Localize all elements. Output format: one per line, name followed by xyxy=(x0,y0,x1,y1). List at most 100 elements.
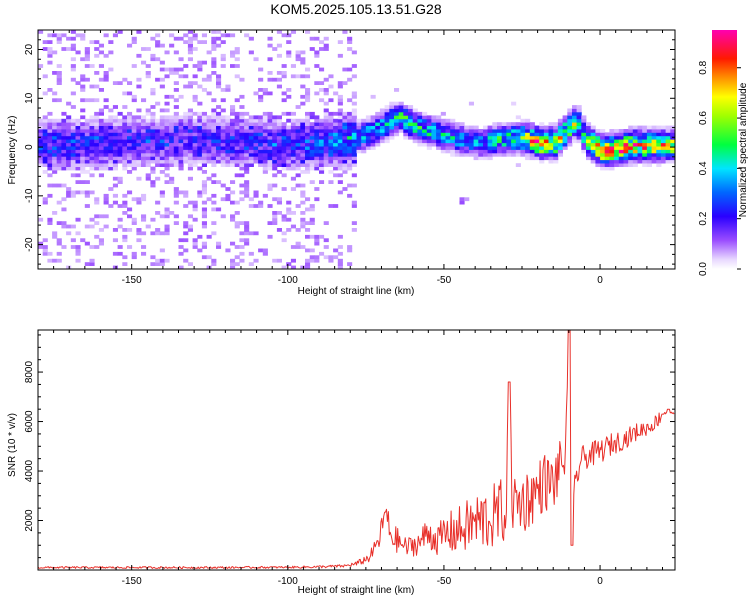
spectrogram-cell xyxy=(576,108,582,113)
spectrogram-cell xyxy=(445,122,451,126)
spectrogram-cell xyxy=(201,190,207,195)
spectrogram-cell xyxy=(572,125,578,130)
spectrogram-cell xyxy=(511,139,517,144)
spectrogram-cell xyxy=(590,152,596,157)
spectrogram-cell xyxy=(253,129,259,133)
spectrogram-cell xyxy=(525,152,531,157)
spectrogram-cell xyxy=(201,221,207,225)
spectrogram-cell xyxy=(417,111,423,116)
spectrogram-cell xyxy=(328,204,334,208)
spectrogram-cell xyxy=(515,132,521,137)
spectrogram-cell xyxy=(262,149,268,154)
spectrogram-cell xyxy=(225,163,231,167)
spectrogram-cell xyxy=(141,149,147,154)
spectrogram-cell xyxy=(164,146,170,150)
spectrogram-cell xyxy=(192,139,198,144)
spectrogram-cell xyxy=(543,156,549,161)
spectrogram-cell xyxy=(497,152,503,157)
spectrogram-cell xyxy=(197,234,203,239)
spectrogram-cell xyxy=(408,132,414,137)
spectrogram-cell xyxy=(159,146,165,150)
spectrogram-cell xyxy=(159,214,165,219)
spectrogram-cell xyxy=(187,36,193,41)
spectrogram-cell xyxy=(618,149,624,154)
spectrogram-cell xyxy=(112,33,118,38)
spectrogram-cell xyxy=(216,129,222,133)
spectrogram-cell xyxy=(155,142,161,147)
spectrogram-cell xyxy=(127,91,133,96)
spectrogram-cell xyxy=(487,129,493,133)
spectrogram-cell xyxy=(295,105,301,109)
spectrogram-cell xyxy=(239,163,245,167)
spectrogram-cell xyxy=(445,125,451,130)
spectrogram-cell xyxy=(225,146,231,150)
spectrogram-cell xyxy=(351,64,357,68)
spectrogram-cell xyxy=(319,251,325,256)
spectrogram-cell xyxy=(169,142,175,147)
spectrogram-cell xyxy=(206,156,212,161)
spectrogram-cell xyxy=(309,156,315,161)
spectrogram-cell xyxy=(539,125,545,130)
spectrogram-cell xyxy=(497,129,503,133)
spectrogram-cell xyxy=(600,142,606,147)
spectrogram-cell xyxy=(651,132,657,137)
spectrogram-cell xyxy=(290,30,296,34)
spectrogram-cell xyxy=(267,166,273,171)
spectrogram-cell xyxy=(464,149,470,154)
spectrogram-cell xyxy=(319,180,325,184)
spectrogram-cell xyxy=(295,245,301,249)
spectrogram-cell xyxy=(164,125,170,130)
spectrogram-cell xyxy=(244,149,250,154)
spectrogram-cell xyxy=(440,139,446,144)
spectrogram-cell xyxy=(328,180,334,184)
spectrogram-cell xyxy=(440,142,446,147)
spectrogram-cell xyxy=(412,125,418,130)
spectrogram-cell xyxy=(417,118,423,123)
spectrogram-cell xyxy=(300,211,306,215)
spectrogram-cell xyxy=(281,156,287,161)
spectrogram-cell xyxy=(604,156,610,161)
spectrogram-cell xyxy=(136,84,142,89)
spectrogram-cell xyxy=(548,146,554,150)
spectrogram-cell xyxy=(520,129,526,133)
spectrogram-cell xyxy=(379,125,385,130)
spectrogram-cell xyxy=(651,149,657,154)
spectrogram-cell xyxy=(201,146,207,150)
spectrogram-cell xyxy=(89,166,95,171)
spectrogram-cell xyxy=(323,125,329,130)
spectrogram-cell xyxy=(122,156,128,161)
spectrogram-cell xyxy=(628,125,634,130)
spectrogram-cell xyxy=(305,149,311,154)
spectrogram-cell xyxy=(511,152,517,157)
spectrogram-cell xyxy=(216,146,222,150)
spectrogram-cell xyxy=(155,228,161,232)
spectrogram-cell xyxy=(42,146,48,150)
spectrogram-cell xyxy=(108,129,114,133)
spectrogram-cell xyxy=(389,115,395,120)
spectrogram-cell xyxy=(529,132,535,137)
spectrogram-cell xyxy=(127,245,133,249)
spectrogram-cell xyxy=(211,152,217,157)
spectrogram-cell xyxy=(159,108,165,113)
spectrogram-cell xyxy=(572,132,578,137)
spectrogram-cell xyxy=(276,84,282,89)
spectrogram-cell xyxy=(183,132,189,137)
spectrogram-cell xyxy=(216,84,222,89)
spectrogram-cell xyxy=(220,183,226,188)
spectrogram-cell xyxy=(300,118,306,123)
spectrogram-cell xyxy=(98,108,104,113)
spectrogram-cell xyxy=(590,156,596,161)
spectrogram-cell xyxy=(94,139,100,144)
spectrogram-cell xyxy=(309,234,315,239)
spectrogram-cell xyxy=(84,53,90,58)
spectrogram-cell xyxy=(473,146,479,150)
spectrogram-cell xyxy=(108,204,114,208)
spectrogram-cell xyxy=(520,132,526,137)
spectrogram-cell xyxy=(66,193,72,198)
spectrogram-cell xyxy=(361,122,367,126)
spectrogram-cell xyxy=(337,251,343,256)
spectrogram-cell xyxy=(150,129,156,133)
spectrogram-cell xyxy=(84,129,90,133)
spectrogram-cell xyxy=(183,193,189,198)
spectrogram-cell xyxy=(169,180,175,184)
